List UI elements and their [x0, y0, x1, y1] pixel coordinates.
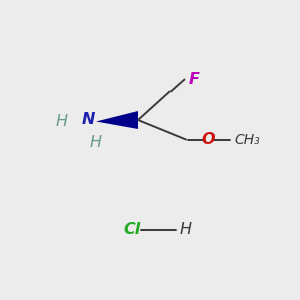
Text: H: H	[180, 222, 192, 237]
Text: O: O	[202, 132, 215, 147]
Polygon shape	[96, 111, 138, 129]
Text: N: N	[82, 112, 95, 128]
Text: F: F	[189, 72, 200, 87]
Text: CH₃: CH₃	[234, 133, 260, 146]
Text: Cl: Cl	[123, 222, 140, 237]
Text: H: H	[56, 114, 68, 129]
Text: H: H	[89, 135, 101, 150]
